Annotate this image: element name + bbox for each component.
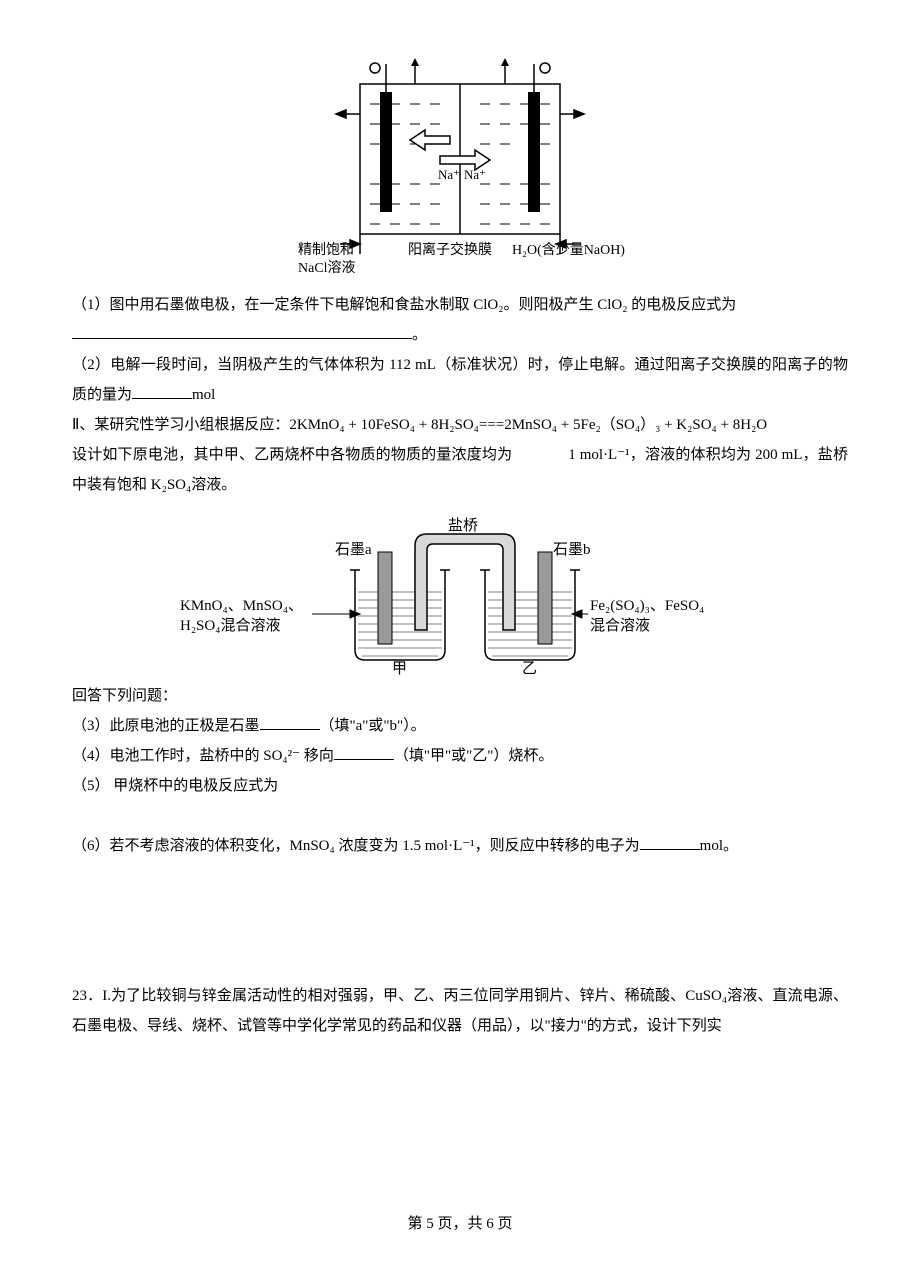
question-5-spacer <box>72 801 848 831</box>
fig1-mid-label: 阳离子交换膜 <box>408 241 492 258</box>
q1-text: （1）图中用石墨做电极，在一定条件下电解饱和食盐水制取 ClO₂。则阳极产生 C… <box>72 297 736 313</box>
section-2-body-a: 设计如下原电池，其中甲、乙两烧杯中各物质的物质的量浓度均为 <box>72 447 512 463</box>
q3-prefix: （3）此原电池的正极是石墨 <box>72 718 260 734</box>
q1-blank <box>72 324 412 339</box>
figure-1-electrolysis: Na⁺ Na⁺ 精制饱和 NaCl溶液 阳离子交换膜 H₂O(含少量NaOH) <box>72 44 848 284</box>
q1-end: 。 <box>412 327 427 343</box>
question-2: （2）电解一段时间，当阴极产生的气体体积为 112 mL（标准状况）时，停止电解… <box>72 350 848 410</box>
q2-blank <box>132 384 192 399</box>
fig2-left-sol-2: H₂SO₄混合溶液 <box>180 617 280 634</box>
section-2-head: Ⅱ、某研究性学习小组根据反应：2KMnO₄ + 10FeSO₄ + 8H₂SO₄… <box>72 410 848 440</box>
fig1-right-label: H₂O(含少量NaOH) <box>512 242 625 258</box>
fig1-na-left: Na⁺ <box>438 167 460 182</box>
fig1-left-label-2: NaCl溶液 <box>298 260 356 276</box>
fig2-yi-label: 乙 <box>522 661 537 675</box>
fig2-a-label: 石墨a <box>335 542 372 558</box>
q4-prefix: （4）电池工作时，盐桥中的 SO₄²⁻ 移向 <box>72 748 334 764</box>
q4-suffix: （填"甲"或"乙"）烧杯。 <box>394 748 554 764</box>
question-5: （5） 甲烧杯中的电极反应式为 <box>72 771 848 801</box>
fig1-left-label-1: 精制饱和 <box>298 242 354 258</box>
fig2-b-label: 石墨b <box>553 542 591 558</box>
answer-head: 回答下列问题： <box>72 681 848 711</box>
q3-blank <box>260 715 320 730</box>
q2-unit: mol <box>192 387 215 403</box>
q6-unit: mol。 <box>700 838 738 854</box>
fig2-jia-label: 甲 <box>392 661 407 675</box>
question-1-blank-line: 。 <box>72 320 848 350</box>
vertical-gap <box>72 861 848 981</box>
section-2-body: 设计如下原电池，其中甲、乙两烧杯中各物质的物质的量浓度均为1 mol·L⁻¹，溶… <box>72 440 848 500</box>
question-6: （6）若不考虑溶液的体积变化，MnSO₄ 浓度变为 1.5 mol·L⁻¹，则反… <box>72 831 848 861</box>
fig1-svg: Na⁺ Na⁺ 精制饱和 NaCl溶液 阳离子交换膜 H₂O(含少量NaOH) <box>250 44 670 284</box>
question-4: （4）电池工作时，盐桥中的 SO₄²⁻ 移向 （填"甲"或"乙"）烧杯。 <box>72 741 848 771</box>
fig2-right-sol-1: Fe₂(SO₄)₃、FeSO₄ <box>590 598 704 614</box>
question-1: （1）图中用石墨做电极，在一定条件下电解饱和食盐水制取 ClO₂。则阳极产生 C… <box>72 290 848 320</box>
q4-blank <box>334 745 394 760</box>
fig2-right-sol-2: 混合溶液 <box>590 617 650 634</box>
q3-suffix: （填"a"或"b"）。 <box>320 718 426 734</box>
question-3: （3）此原电池的正极是石墨 （填"a"或"b"）。 <box>72 711 848 741</box>
fig2-bridge-label: 盐桥 <box>448 517 478 534</box>
fig1-na-right: Na⁺ <box>464 167 486 182</box>
question-23: 23．I.为了比较铜与锌金属活动性的相对强弱，甲、乙、丙三位同学用铜片、锌片、稀… <box>72 981 848 1041</box>
fig2-svg: KMnO₄、MnSO₄、 H₂SO₄混合溶液 Fe₂(SO₄)₃、FeSO₄ 混… <box>180 510 740 675</box>
fig2-left-sol-1: KMnO₄、MnSO₄、 <box>180 598 303 614</box>
q6-prefix: （6）若不考虑溶液的体积变化，MnSO₄ 浓度变为 1.5 mol·L⁻¹，则反… <box>72 838 640 854</box>
q6-blank <box>640 835 700 850</box>
page-footer: 第 5 页，共 6 页 <box>0 1212 920 1233</box>
figure-2-galvanic: KMnO₄、MnSO₄、 H₂SO₄混合溶液 Fe₂(SO₄)₃、FeSO₄ 混… <box>72 510 848 675</box>
